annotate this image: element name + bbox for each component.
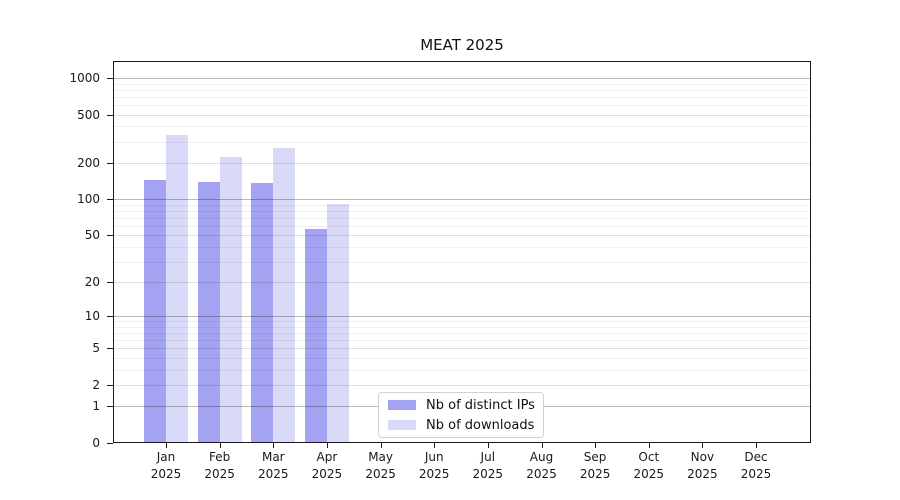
gridline-minor (114, 217, 810, 219)
bar-nb-of-distinct-ips-feb (197, 181, 220, 443)
x-axis-tick-label: Aug 2025 (526, 450, 557, 481)
x-tick-mark (648, 443, 650, 448)
x-tick-mark (380, 443, 382, 448)
x-axis-tick-label: Jul 2025 (472, 450, 504, 481)
x-axis-tick-label: Feb 2025 (204, 450, 235, 481)
x-tick-mark (541, 443, 543, 448)
gridline-major (114, 316, 810, 318)
x-axis-tick-label: Jan 2025 (150, 450, 182, 481)
y-axis-tick-label: 10 (84, 309, 100, 324)
gridline-minor (114, 333, 810, 335)
gridline-major (114, 162, 810, 164)
y-tick-mark (107, 348, 113, 350)
legend-swatch-distinct-ips (388, 400, 416, 410)
gridline-minor (114, 141, 810, 143)
gridline-major (114, 199, 810, 201)
y-axis-tick-label: 20 (84, 275, 100, 290)
x-axis-tick-label: Dec 2025 (740, 450, 772, 481)
y-axis-tick-label: 200 (77, 155, 100, 170)
x-axis-tick-label: Oct 2025 (633, 450, 665, 481)
x-tick-mark (595, 443, 597, 448)
y-tick-mark (107, 385, 113, 386)
gridline-minor (114, 96, 810, 98)
x-tick-mark (434, 443, 436, 448)
gridline-minor (114, 225, 810, 227)
y-tick-mark (107, 199, 113, 201)
y-tick-mark (107, 406, 113, 408)
gridline-major (114, 282, 810, 284)
x-axis-tick-label: Nov 2025 (687, 450, 718, 481)
legend-swatch-downloads (388, 420, 416, 430)
bar-nb-of-distinct-ips-apr (304, 228, 327, 443)
y-axis-tick-label: 500 (77, 107, 100, 122)
gridline-minor (114, 83, 810, 85)
y-axis-tick-label: 1000 (69, 71, 100, 85)
y-tick-mark (107, 443, 113, 444)
y-tick-mark (107, 114, 113, 116)
gridline-minor (114, 369, 810, 371)
x-axis-tick-label: May 2025 (365, 450, 396, 481)
gridline-minor (114, 326, 810, 328)
y-axis-tick-label: 2 (92, 378, 100, 392)
gridline-minor (114, 126, 810, 128)
legend-item-downloads: Nb of downloads (388, 417, 534, 434)
x-axis-tick-label: Apr 2025 (311, 450, 343, 481)
gridline-minor (114, 204, 810, 206)
y-tick-mark (107, 235, 113, 237)
gridline-major (114, 348, 810, 350)
gridline-minor (114, 261, 810, 263)
gridline-minor (114, 210, 810, 212)
gridline-minor (114, 321, 810, 323)
x-tick-mark (166, 443, 167, 448)
bar-nb-of-downloads-mar (273, 148, 296, 443)
gridline-minor (114, 104, 810, 106)
gridline-major (114, 114, 810, 116)
x-tick-mark (487, 443, 489, 448)
x-tick-mark (219, 443, 221, 448)
x-tick-mark (273, 443, 275, 448)
legend-label-distinct-ips: Nb of distinct IPs (426, 397, 535, 413)
y-axis-tick-label: 1 (92, 399, 100, 414)
x-tick-mark (702, 443, 704, 448)
y-tick-mark (107, 316, 113, 318)
y-axis-tick-label: 0 (92, 436, 100, 450)
bar-nb-of-distinct-ips-mar (251, 182, 274, 443)
legend-item-distinct-ips: Nb of distinct IPs (388, 397, 535, 414)
y-axis-tick-label: 100 (77, 192, 100, 207)
x-axis-tick-label: Sep 2025 (579, 450, 611, 481)
y-tick-mark (107, 162, 113, 164)
x-tick-mark (756, 443, 757, 448)
bar-nb-of-downloads-apr (326, 203, 349, 443)
gridline-major (114, 235, 810, 237)
x-axis-tick-label: Mar 2025 (258, 450, 289, 481)
bar-nb-of-distinct-ips-jan (144, 179, 166, 443)
legend: Nb of distinct IPs Nb of downloads (378, 392, 544, 438)
bar-nb-of-downloads-jan (166, 134, 188, 443)
y-axis-tick-label: 50 (84, 228, 100, 243)
gridline-minor (114, 246, 810, 248)
y-tick-mark (107, 282, 113, 284)
gridline-major (114, 385, 810, 386)
gridline-minor (114, 340, 810, 342)
bar-nb-of-downloads-feb (219, 156, 242, 443)
legend-label-downloads: Nb of downloads (426, 417, 535, 433)
y-axis-tick-label: 5 (92, 341, 100, 356)
x-tick-mark (326, 443, 328, 448)
x-axis-tick-label: Jun 2025 (418, 450, 450, 481)
chart-title: MEAT 2025 (420, 36, 504, 54)
y-tick-mark (107, 78, 113, 79)
gridline-minor (114, 358, 810, 359)
gridline-major (114, 78, 810, 79)
gridline-minor (114, 89, 810, 91)
